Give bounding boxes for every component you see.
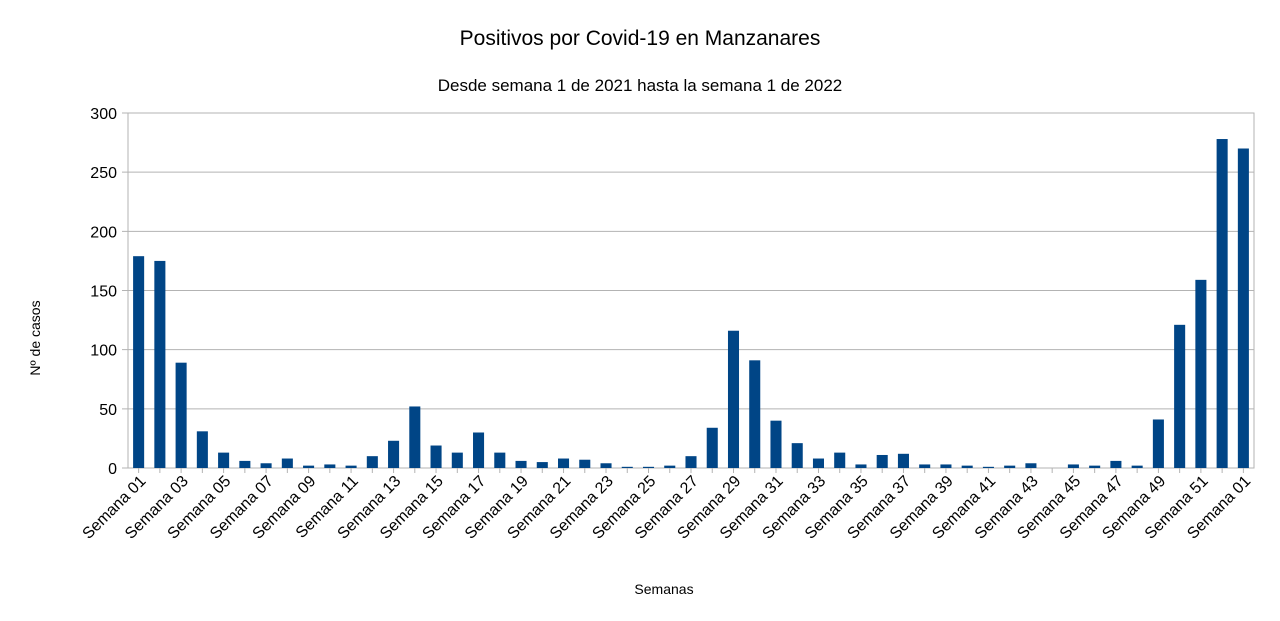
y-tick-label: 150 [90, 284, 117, 301]
bar [600, 463, 612, 468]
bar [324, 464, 336, 468]
bar [1174, 324, 1186, 468]
bar [1067, 464, 1079, 468]
y-tick-label: 0 [108, 461, 117, 478]
bar [536, 462, 548, 468]
y-tick-label: 100 [90, 343, 117, 360]
bar [749, 360, 761, 468]
bar [1152, 419, 1164, 468]
bar [621, 466, 633, 468]
bar [196, 431, 208, 468]
bar [473, 432, 485, 468]
y-tick-label: 300 [90, 106, 117, 123]
bar [451, 452, 463, 468]
bars [133, 139, 1249, 468]
bar [855, 464, 867, 468]
bar [812, 458, 824, 468]
bar [218, 452, 230, 468]
bar [345, 465, 357, 468]
chart-subtitle: Desde semana 1 de 2021 hasta la semana 1… [438, 76, 843, 95]
bar [834, 452, 846, 468]
x-axis-label: Semanas [634, 581, 693, 597]
bar [982, 466, 994, 468]
bar [494, 452, 506, 468]
bar [897, 453, 909, 468]
bar [1110, 460, 1122, 468]
bar [1025, 463, 1037, 468]
bar [366, 456, 378, 468]
bar [1195, 279, 1207, 468]
bar [685, 456, 697, 468]
bar [303, 465, 315, 468]
bar [430, 445, 442, 468]
bar [1237, 148, 1249, 468]
bar [1089, 465, 1101, 468]
bar [1131, 465, 1143, 468]
y-axis-label: Nº de casos [27, 300, 43, 375]
bar [409, 406, 421, 468]
bar [154, 260, 166, 468]
y-tick-label: 200 [90, 224, 117, 241]
bar [515, 460, 527, 468]
bar [175, 362, 187, 468]
bar [558, 458, 570, 468]
y-tick-label: 50 [99, 402, 117, 419]
bar [770, 420, 782, 468]
bar [940, 464, 952, 468]
bar [281, 458, 293, 468]
bar [791, 443, 803, 468]
y-tick-label: 250 [90, 165, 117, 182]
bar [642, 466, 655, 468]
chart-title: Positivos por Covid-19 en Manzanares [460, 27, 821, 50]
gridlines [122, 112, 1255, 473]
bar [706, 427, 718, 468]
bar [1216, 139, 1228, 468]
y-tick-labels: 0 50 100 150 200 250 300 [90, 106, 117, 478]
bar [260, 463, 272, 468]
bar [727, 330, 740, 468]
bar [961, 465, 973, 468]
bar [919, 464, 931, 468]
bar [579, 459, 591, 468]
bar [664, 465, 676, 468]
bar [1004, 465, 1016, 468]
bar [876, 454, 888, 468]
bar [133, 256, 145, 468]
bar [239, 460, 251, 468]
bar [388, 440, 400, 468]
